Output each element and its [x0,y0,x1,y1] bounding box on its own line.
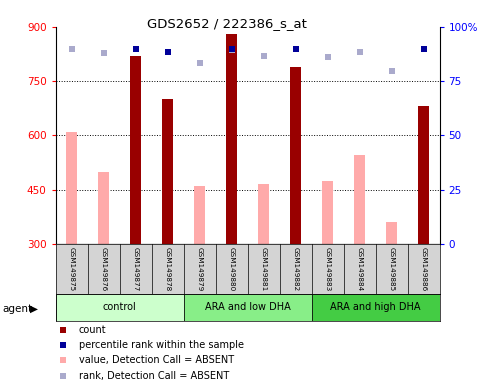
Bar [56,294,184,321]
Bar [386,222,397,244]
Bar [98,172,109,244]
Text: GSM149878: GSM149878 [165,247,170,291]
Bar [184,294,312,321]
Text: GSM149884: GSM149884 [356,247,363,291]
Text: GDS2652 / 222386_s_at: GDS2652 / 222386_s_at [147,17,307,30]
Bar [66,132,77,244]
Text: control: control [103,302,136,312]
Text: rank, Detection Call = ABSENT: rank, Detection Call = ABSENT [79,371,229,381]
Text: ARA and high DHA: ARA and high DHA [330,302,421,312]
Bar [312,294,440,321]
Text: ▶: ▶ [29,304,38,314]
Text: GSM149877: GSM149877 [132,247,139,291]
Text: GSM149875: GSM149875 [69,247,74,291]
Bar [226,34,237,244]
Bar [322,180,333,244]
Bar [258,184,269,244]
Text: GSM149882: GSM149882 [293,247,298,291]
Text: GSM149885: GSM149885 [388,247,395,291]
Text: percentile rank within the sample: percentile rank within the sample [79,340,244,350]
Bar [290,67,301,244]
Text: GSM149886: GSM149886 [421,247,426,291]
Text: GSM149880: GSM149880 [228,247,235,291]
Bar [162,99,173,244]
Text: GSM149883: GSM149883 [325,247,330,291]
Text: ARA and low DHA: ARA and low DHA [205,302,290,312]
Text: count: count [79,324,107,334]
Bar [130,56,141,244]
Bar [194,186,205,244]
Text: value, Detection Call = ABSENT: value, Detection Call = ABSENT [79,355,234,365]
Bar [354,155,365,244]
Text: GSM149881: GSM149881 [260,247,267,291]
Text: agent: agent [2,304,32,314]
Bar [418,106,429,244]
Text: GSM149879: GSM149879 [197,247,202,291]
Text: GSM149876: GSM149876 [100,247,107,291]
